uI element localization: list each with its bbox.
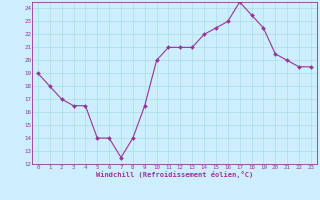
X-axis label: Windchill (Refroidissement éolien,°C): Windchill (Refroidissement éolien,°C) (96, 171, 253, 178)
